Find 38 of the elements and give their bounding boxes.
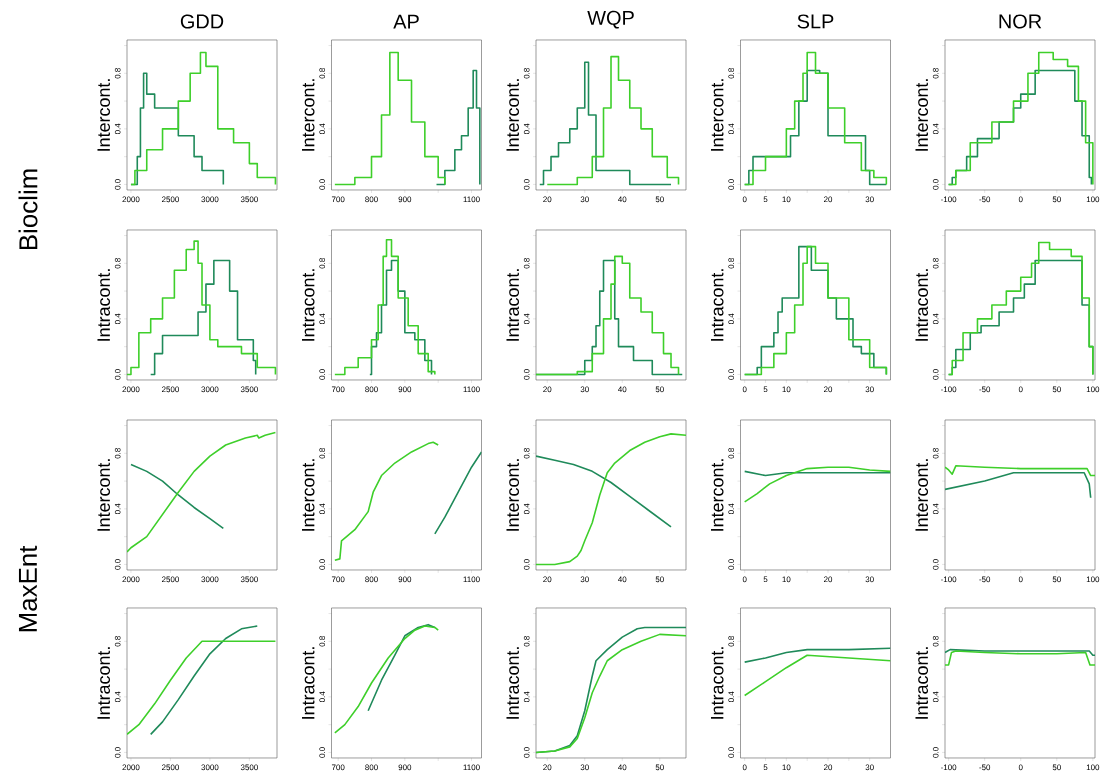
y-axis-title: Intercont. [301, 79, 315, 151]
line-series [367, 623, 436, 712]
y-axis-title: Intracont. [506, 647, 520, 719]
y-axis-title: Intercont. [915, 459, 929, 531]
line-series [536, 455, 672, 528]
y-axis-title: Intercont. [710, 459, 724, 531]
y-axis-title: Intracont. [301, 269, 315, 341]
chart-title: AP [393, 14, 419, 29]
line-series [743, 647, 891, 663]
chart-title: NOR [999, 14, 1042, 29]
line-series [434, 451, 482, 535]
line-series [536, 433, 687, 566]
text: Bioclim [18, 169, 38, 250]
line-series [130, 463, 225, 530]
line-series [149, 625, 259, 736]
y-axis-title: Intercont. [301, 459, 315, 531]
y-axis-title: Intracont. [915, 647, 929, 719]
y-axis-title: Intercont. [97, 79, 110, 151]
line-series [334, 625, 439, 734]
y-axis-title: Intracont. [710, 269, 724, 341]
text: MaxEnt [18, 545, 38, 632]
line-series [945, 650, 1096, 666]
line-series [334, 441, 439, 562]
y-axis-title: Intracont. [97, 269, 110, 341]
chart-title: WQP [587, 10, 634, 29]
y-axis-title: Intracont. [915, 269, 929, 341]
y-axis-title: Intercont. [97, 459, 110, 531]
y-axis-title: Intracont. [301, 647, 315, 719]
y-axis-title: Intercont. [506, 79, 520, 151]
y-axis-title: Intracont. [97, 647, 110, 719]
y-axis-title: Intracont. [506, 269, 520, 341]
y-axis-title: Intercont. [710, 79, 724, 151]
y-axis-title: Intercont. [506, 459, 520, 531]
y-axis-title: Intercont. [915, 79, 929, 151]
chart-title: GDD [180, 14, 224, 29]
y-axis-title: Intracont. [710, 647, 724, 719]
chart-title: SLP [797, 14, 834, 29]
line-series [743, 466, 891, 503]
